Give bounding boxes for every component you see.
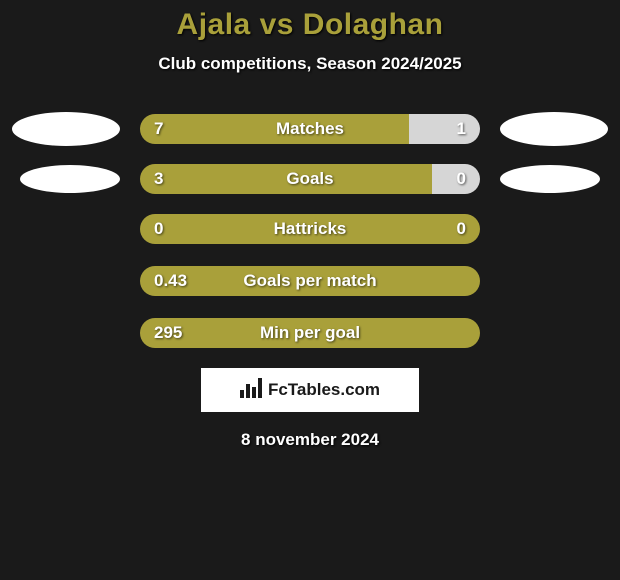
player-right-marker: [500, 112, 608, 146]
stat-value-left: 0.43: [154, 271, 187, 291]
spacer: [12, 212, 120, 246]
spacer: [500, 264, 608, 298]
stat-label: Goals per match: [140, 271, 480, 291]
stat-bar: 3Goals0: [140, 164, 480, 194]
player-left-marker: [12, 112, 120, 146]
player-left-marker: [20, 165, 120, 193]
stat-bar: 295Min per goal: [140, 318, 480, 348]
player-right-marker: [500, 165, 600, 193]
stat-label: Min per goal: [140, 323, 480, 343]
stat-row: 7Matches1: [0, 112, 620, 146]
stat-rows: 7Matches13Goals00Hattricks00.43Goals per…: [0, 112, 620, 350]
stat-bar: 0Hattricks0: [140, 214, 480, 244]
bar-labels: 0.43Goals per match: [140, 266, 480, 296]
bar-labels: 0Hattricks0: [140, 214, 480, 244]
stat-label: Matches: [140, 119, 480, 139]
stat-row: 0.43Goals per match: [0, 264, 620, 298]
stat-bar: 7Matches1: [140, 114, 480, 144]
stat-value-left: 295: [154, 323, 182, 343]
stat-row: 3Goals0: [0, 164, 620, 194]
stat-value-right: 0: [457, 169, 466, 189]
stat-row: 0Hattricks0: [0, 212, 620, 246]
bar-labels: 7Matches1: [140, 114, 480, 144]
page-title: Ajala vs Dolaghan: [0, 8, 620, 42]
spacer: [12, 316, 120, 350]
date-label: 8 november 2024: [0, 430, 620, 450]
stat-label: Hattricks: [140, 219, 480, 239]
stat-row: 295Min per goal: [0, 316, 620, 350]
stat-value-left: 3: [154, 169, 163, 189]
bar-labels: 295Min per goal: [140, 318, 480, 348]
infographic-container: Ajala vs Dolaghan Club competitions, Sea…: [0, 0, 620, 450]
logo-box: FcTables.com: [201, 368, 419, 412]
stat-value-left: 0: [154, 219, 163, 239]
stat-value-right: 0: [457, 219, 466, 239]
stat-label: Goals: [140, 169, 480, 189]
spacer: [500, 316, 608, 350]
stat-value-left: 7: [154, 119, 163, 139]
spacer: [12, 264, 120, 298]
stat-value-right: 1: [457, 119, 466, 139]
bar-labels: 3Goals0: [140, 164, 480, 194]
spacer: [500, 212, 608, 246]
logo-text: FcTables.com: [268, 380, 380, 400]
stat-bar: 0.43Goals per match: [140, 266, 480, 296]
subtitle: Club competitions, Season 2024/2025: [0, 54, 620, 74]
chart-icon: [240, 378, 262, 403]
